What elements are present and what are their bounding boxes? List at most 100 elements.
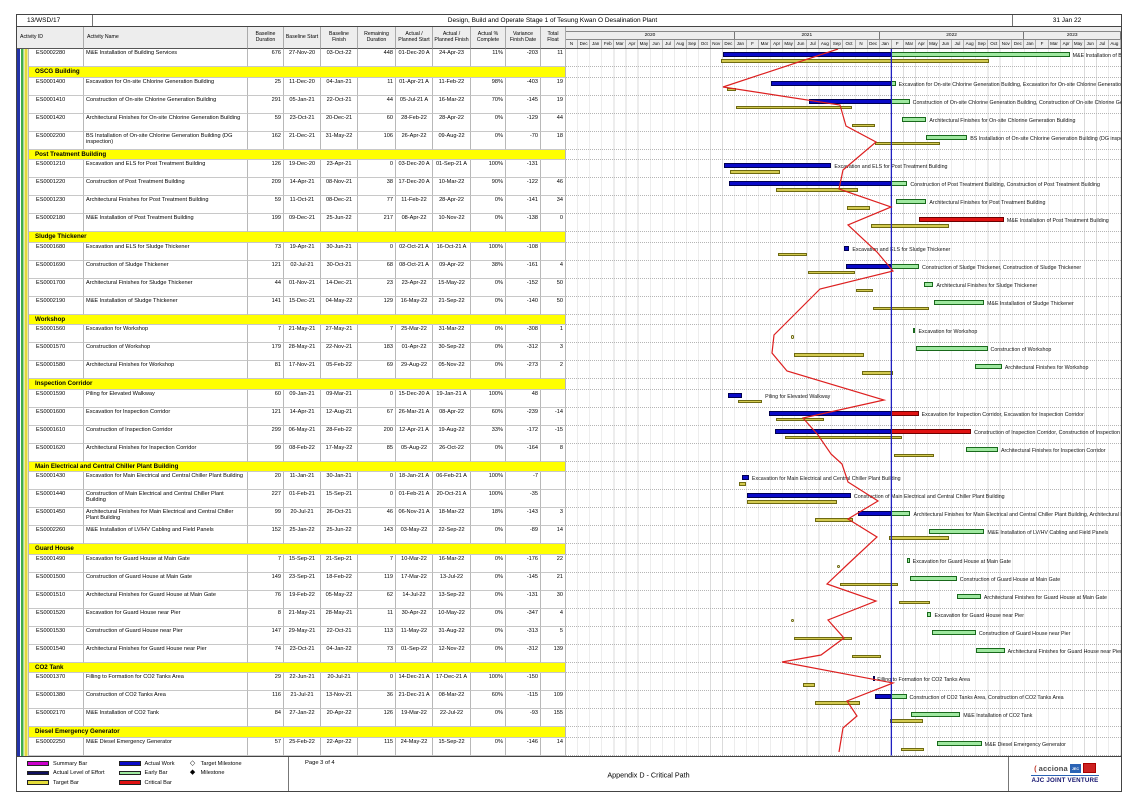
wbs-color-band xyxy=(17,508,29,526)
baseline-duration: 99 xyxy=(248,508,284,526)
variance-finish-date: -131 xyxy=(506,160,541,178)
actual-finish: 11-Feb-22 xyxy=(433,77,471,96)
column-header: Variance Finish Date xyxy=(506,27,541,49)
remaining-duration: 11 xyxy=(358,77,396,96)
column-header: Remaining Duration xyxy=(358,27,396,49)
activity-id: ES0001410 xyxy=(29,95,84,114)
page-number: Page 3 of 4 xyxy=(305,759,335,766)
total-float: 11 xyxy=(541,49,566,67)
gantt-bar-label: Construction of Post Treatment Building,… xyxy=(910,182,1100,188)
percent-complete: 90% xyxy=(471,178,506,196)
title-bar: 13/WSD/17 Design, Build and Operate Stag… xyxy=(17,15,1121,27)
wbs-color-band xyxy=(17,178,29,196)
gantt-cell: Architectural Finishes for Main Electric… xyxy=(566,508,1121,526)
gantt-cell: M&E Installation of LV/HV Cabling and Fi… xyxy=(566,526,1121,544)
actual-start: 18-Jan-21 A xyxy=(396,472,433,490)
actual-finish: 05-Nov-22 xyxy=(433,361,471,379)
remaining-duration: 69 xyxy=(358,361,396,379)
legend-label: Target Bar xyxy=(53,779,79,786)
month-label: Feb xyxy=(602,40,615,48)
activity-row: ES0001500 Construction of Guard House at … xyxy=(17,572,1121,591)
remaining-duration: 0 xyxy=(358,673,396,691)
baseline-finish: 12-Aug-21 xyxy=(321,407,358,426)
legend-label: Critical Bar xyxy=(144,779,172,786)
gantt-bar-actual xyxy=(846,263,892,269)
percent-complete: 18% xyxy=(471,508,506,526)
gantt-cell: Architectural Finishes for Post Treatmen… xyxy=(566,196,1121,214)
gantt-bar-label: M&E Installation of Sludge Thickener xyxy=(987,300,1074,307)
report-date: 31 Jan 22 xyxy=(1052,17,1082,24)
gantt-bar-target xyxy=(855,288,873,292)
actual-start: 19-Mar-22 xyxy=(396,709,433,727)
activity-name: Construction of Main Electrical and Cent… xyxy=(84,490,248,508)
month-label: Jan xyxy=(590,40,603,48)
section-row: Inspection Corridor xyxy=(17,379,1121,390)
year-label: 2022 xyxy=(880,32,1025,39)
activity-row: ES0001520 Excavation for Guard House near… xyxy=(17,608,1121,627)
baseline-duration: 73 xyxy=(248,242,284,261)
gantt-bar-target xyxy=(793,353,864,357)
csc-logo xyxy=(1082,763,1096,774)
section-row: Main Electrical and Central Chiller Plan… xyxy=(17,461,1121,472)
wbs-color-band xyxy=(17,196,29,214)
actual-start: 06-Nov-21 A xyxy=(396,508,433,526)
activity-name: Construction of Sludge Thickener xyxy=(84,260,248,279)
gantt-bar-actual xyxy=(729,181,892,186)
gantt-bar-label: Excavation for Inspection Corridor, Exca… xyxy=(921,411,1084,418)
percent-complete: 60% xyxy=(471,407,506,426)
section-title: Sludge Thickener xyxy=(29,232,566,243)
baseline-duration: 8 xyxy=(248,608,284,627)
wbs-color-band xyxy=(17,590,29,609)
month-label: Oct xyxy=(988,40,1001,48)
gantt-bar-early xyxy=(910,712,961,717)
gantt-cell: M&E Installation of Post Treatment Build… xyxy=(566,214,1121,232)
month-label: Dec xyxy=(578,40,591,48)
baseline-duration: 227 xyxy=(248,490,284,508)
actual-start: 17-Mar-22 xyxy=(396,572,433,591)
wbs-color-band xyxy=(17,325,29,343)
baseline-finish: 30-Jun-21 xyxy=(321,242,358,261)
actual-start: 01-Apr-22 xyxy=(396,343,433,361)
gantt-bar-label: Architectural Finishes for Guard House n… xyxy=(1007,648,1121,655)
actual-start: 03-May-22 xyxy=(396,526,433,544)
baseline-start: 25-Feb-22 xyxy=(284,737,321,756)
gantt-cell: Excavation for Guard House near Pier xyxy=(566,609,1121,627)
section-title: Post Treatment Building xyxy=(29,149,566,160)
month-label: Oct xyxy=(843,40,856,48)
gantt-bar-early xyxy=(891,52,1070,57)
month-label: Mar xyxy=(759,40,772,48)
total-float xyxy=(541,472,566,490)
month-label: Jan xyxy=(880,40,892,48)
baseline-finish: 25-Jun-22 xyxy=(321,526,358,544)
wbs-color-band xyxy=(17,278,29,297)
gantt-bar-label: Construction of Sludge Thickener, Constr… xyxy=(922,264,1082,271)
month-label: Sep xyxy=(831,40,844,48)
percent-complete: 0% xyxy=(471,443,506,462)
actual-start: 01-Sep-22 xyxy=(396,644,433,663)
gantt-bar-label: Excavation for Guard House at Main Gate xyxy=(912,558,1011,565)
variance-finish-date: -145 xyxy=(506,572,541,591)
activity-name: M&E Installation of LV/HV Cabling and Fi… xyxy=(84,526,248,544)
gantt-bar-early xyxy=(933,299,984,305)
total-float xyxy=(541,389,566,408)
variance-finish-date: -176 xyxy=(506,554,541,573)
baseline-finish: 20-Apr-22 xyxy=(321,709,358,727)
activity-id: ES0001690 xyxy=(29,260,84,279)
baseline-finish: 25-Jun-22 xyxy=(321,214,358,232)
activity-row: ES0001700 Architectural Finishes for Slud… xyxy=(17,278,1121,297)
actual-start: 28-Feb-22 xyxy=(396,113,433,132)
baseline-start: 19-Dec-20 xyxy=(284,160,321,178)
gantt-bar-target xyxy=(836,564,841,568)
activity-row: ES0001210 Excavation and ELS for Post Tre… xyxy=(17,160,1121,178)
legend-item: ◇ Target Milestone xyxy=(189,760,242,767)
activity-row: ES0001570 Construction of Workshop 179 28-M… xyxy=(17,343,1121,361)
actual-start: 12-Apr-21 A xyxy=(396,425,433,444)
activity-name: Excavation for Guard House near Pier xyxy=(84,608,248,627)
percent-complete: 100% xyxy=(471,673,506,691)
gantt-bar-label: Architectural Finishes for Inspection Co… xyxy=(1001,447,1106,454)
gantt-cell: Piling for Elevated Walkway xyxy=(566,390,1121,408)
gantt-bar-early xyxy=(931,629,976,635)
actual-finish: 13-Sep-22 xyxy=(433,590,471,609)
legend-swatch xyxy=(118,770,141,776)
gantt-bar-target xyxy=(852,654,881,658)
